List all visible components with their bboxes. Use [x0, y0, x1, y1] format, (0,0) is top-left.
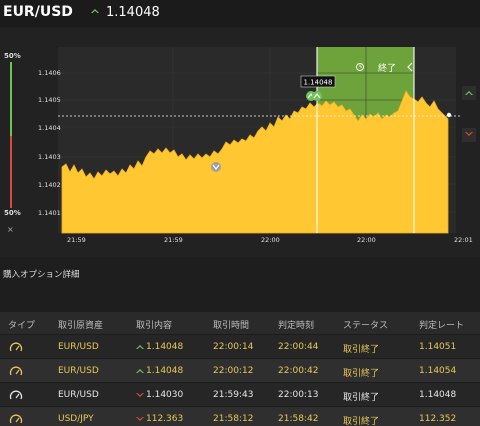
row-status: 取引終了: [343, 345, 380, 355]
row-rate: 1.14048: [146, 366, 184, 376]
row-status: 取引終了: [343, 369, 380, 379]
gauge-icon: [9, 342, 23, 352]
y-tick: 1.1403: [38, 153, 61, 161]
chart-panel: 50% 50% ×: [0, 27, 480, 257]
marker-label: 1.14048: [304, 79, 333, 87]
x-tick: 22:00: [261, 236, 280, 244]
row-rate: 1.14030: [146, 390, 184, 400]
col-content: 取引内容: [136, 321, 173, 331]
gauge-high-pct: 50%: [4, 52, 21, 60]
options-table: タイプ 取引原資産 取引内容 取引時間 判定時刻 ステータス 判定レート EUR…: [0, 312, 480, 426]
col-trade-time: 取引時間: [213, 321, 250, 331]
row-judge-rate: 112.352: [419, 414, 457, 424]
current-price: 1.14048: [106, 5, 160, 20]
x-tick: 22:00: [357, 236, 376, 244]
row-asset: EUR/USD: [58, 366, 99, 376]
row-asset: EUR/USD: [58, 390, 99, 400]
row-trade-time: 22:00:14: [213, 342, 254, 352]
x-axis-ticks: 21:59 21:59 22:00 22:00 22:01: [67, 236, 473, 244]
table-row[interactable]: USD/JPY 112.363 21:58:12 21:58:42 取引終了 1…: [0, 406, 480, 426]
row-judge-time: 22:00:44: [278, 342, 319, 352]
table-row[interactable]: EUR/USD 1.14048 22:00:12 22:00:42 取引終了 1…: [0, 358, 480, 382]
row-judge-time: 21:58:42: [278, 414, 319, 424]
row-trade-time: 21:58:12: [213, 414, 254, 424]
gauge-low-pct: 50%: [4, 209, 21, 217]
clock-icon: [356, 63, 364, 71]
y-tick: 1.1401: [38, 209, 61, 217]
entry-marker-up-2: [312, 91, 322, 101]
row-judge-rate: 1.14051: [419, 342, 457, 352]
row-asset: USD/JPY: [58, 414, 94, 424]
gauge-icon: [9, 414, 23, 424]
asset-header: EUR/USD 1.14048: [0, 0, 480, 27]
table-row[interactable]: EUR/USD 1.14030 21:59:43 22:00:13 取引終了 1…: [0, 382, 480, 406]
close-icon[interactable]: ×: [7, 225, 14, 234]
row-status: 取引終了: [343, 393, 380, 403]
row-rate: 112.363: [146, 414, 184, 424]
gauge-icon: [9, 390, 23, 400]
gauge-icon: [9, 366, 23, 376]
col-status: ステータス: [343, 321, 389, 331]
down-arrow-icon: [136, 417, 144, 421]
x-tick: 21:59: [67, 236, 86, 244]
y-tick: 1.1406: [38, 69, 61, 77]
current-price-dot: [446, 112, 452, 118]
x-tick: 21:59: [164, 236, 183, 244]
row-judge-time: 22:00:13: [278, 390, 319, 400]
up-arrow-icon: [136, 369, 144, 373]
row-trade-time: 21:59:43: [213, 390, 254, 400]
y-tick: 1.1402: [38, 181, 61, 189]
y-tick: 1.1405: [38, 96, 61, 104]
table-header: タイプ 取引原資産 取引内容 取引時間 判定時刻 ステータス 判定レート: [0, 312, 480, 334]
chevron-left-icon: [407, 62, 413, 72]
marker-label-box: [300, 75, 336, 88]
row-asset: EUR/USD: [58, 342, 99, 352]
row-judge-rate: 1.14054: [419, 366, 457, 376]
end-label-group: 終了: [356, 62, 413, 74]
row-rate: 1.14048: [146, 342, 184, 352]
buy-high-button[interactable]: [462, 86, 476, 100]
row-trade-time: 22:00:12: [213, 366, 254, 376]
gauge-high-bar: [10, 62, 12, 136]
col-judge-rate: 判定レート: [419, 321, 465, 331]
down-arrow-icon: [136, 393, 144, 397]
col-judge-time: 判定時刻: [278, 321, 315, 331]
y-tick: 1.1404: [38, 124, 61, 132]
row-status: 取引終了: [343, 417, 380, 426]
entry-marker-down: [211, 162, 221, 172]
up-arrow-icon: [91, 9, 99, 13]
down-arrow-icon: [465, 132, 473, 136]
col-asset: 取引原資産: [58, 321, 104, 331]
col-type: タイプ: [8, 321, 36, 331]
options-section-title: 購入オプション詳細: [3, 270, 80, 280]
row-judge-time: 22:00:42: [278, 366, 319, 376]
gauge-low-bar: [10, 136, 12, 208]
row-judge-rate: 1.14048: [419, 390, 457, 400]
table-row[interactable]: EUR/USD 1.14048 22:00:14 22:00:44 取引終了 1…: [0, 334, 480, 358]
up-arrow-icon: [136, 345, 144, 349]
end-label: 終了: [378, 62, 396, 74]
asset-pair[interactable]: EUR/USD: [3, 4, 73, 20]
x-tick: 22:01: [454, 236, 473, 244]
up-arrow-icon: [465, 91, 473, 95]
price-chart[interactable]: 終了 1.14048 1.1406 1.1405 1.1404 1.1403 1…: [0, 27, 480, 257]
y-axis-ticks: 1.1406 1.1405 1.1404 1.1403 1.1402 1.140…: [38, 69, 61, 217]
